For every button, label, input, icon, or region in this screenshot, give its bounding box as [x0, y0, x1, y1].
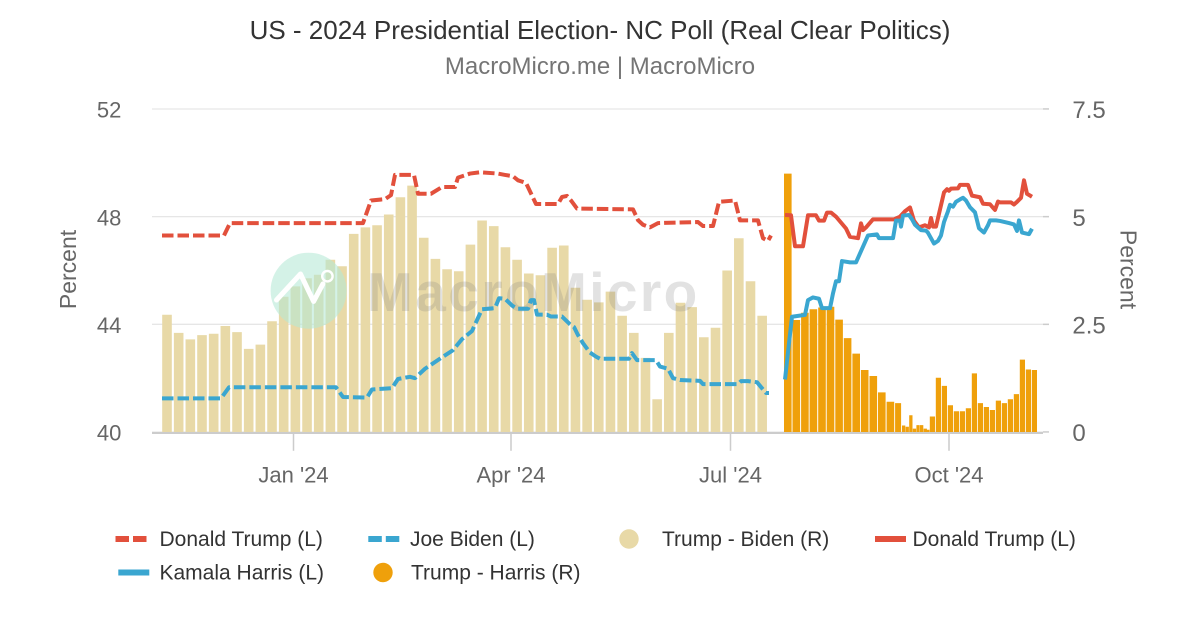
svg-text:MacroMicro.me | MacroMicro: MacroMicro.me | MacroMicro	[445, 53, 755, 80]
svg-text:Donald Trump (L): Donald Trump (L)	[160, 528, 323, 551]
svg-text:52: 52	[97, 98, 121, 123]
svg-text:2.5: 2.5	[1072, 313, 1105, 340]
svg-text:US - 2024 Presidential Electio: US - 2024 Presidential Election- NC Poll…	[250, 15, 951, 45]
svg-text:40: 40	[97, 421, 121, 446]
svg-text:Trump - Harris (R): Trump - Harris (R)	[411, 561, 581, 584]
svg-text:MacroMicro: MacroMicro	[367, 261, 700, 323]
svg-text:5: 5	[1072, 205, 1085, 232]
svg-text:Kamala Harris (L): Kamala Harris (L)	[160, 561, 325, 584]
svg-text:Jan '24: Jan '24	[258, 463, 328, 488]
svg-text:Oct '24: Oct '24	[914, 463, 983, 488]
svg-text:0: 0	[1072, 420, 1085, 447]
svg-text:Apr '24: Apr '24	[476, 463, 545, 488]
svg-text:Percent: Percent	[55, 229, 81, 309]
svg-text:Percent: Percent	[1116, 230, 1142, 310]
svg-text:Trump - Biden (R): Trump - Biden (R)	[662, 528, 829, 551]
svg-text:Joe Biden (L): Joe Biden (L)	[410, 528, 535, 551]
svg-text:Donald Trump (L): Donald Trump (L)	[913, 528, 1076, 551]
svg-text:7.5: 7.5	[1072, 97, 1105, 124]
svg-text:44: 44	[97, 313, 121, 338]
svg-text:48: 48	[97, 205, 121, 230]
svg-text:Jul '24: Jul '24	[699, 463, 762, 488]
